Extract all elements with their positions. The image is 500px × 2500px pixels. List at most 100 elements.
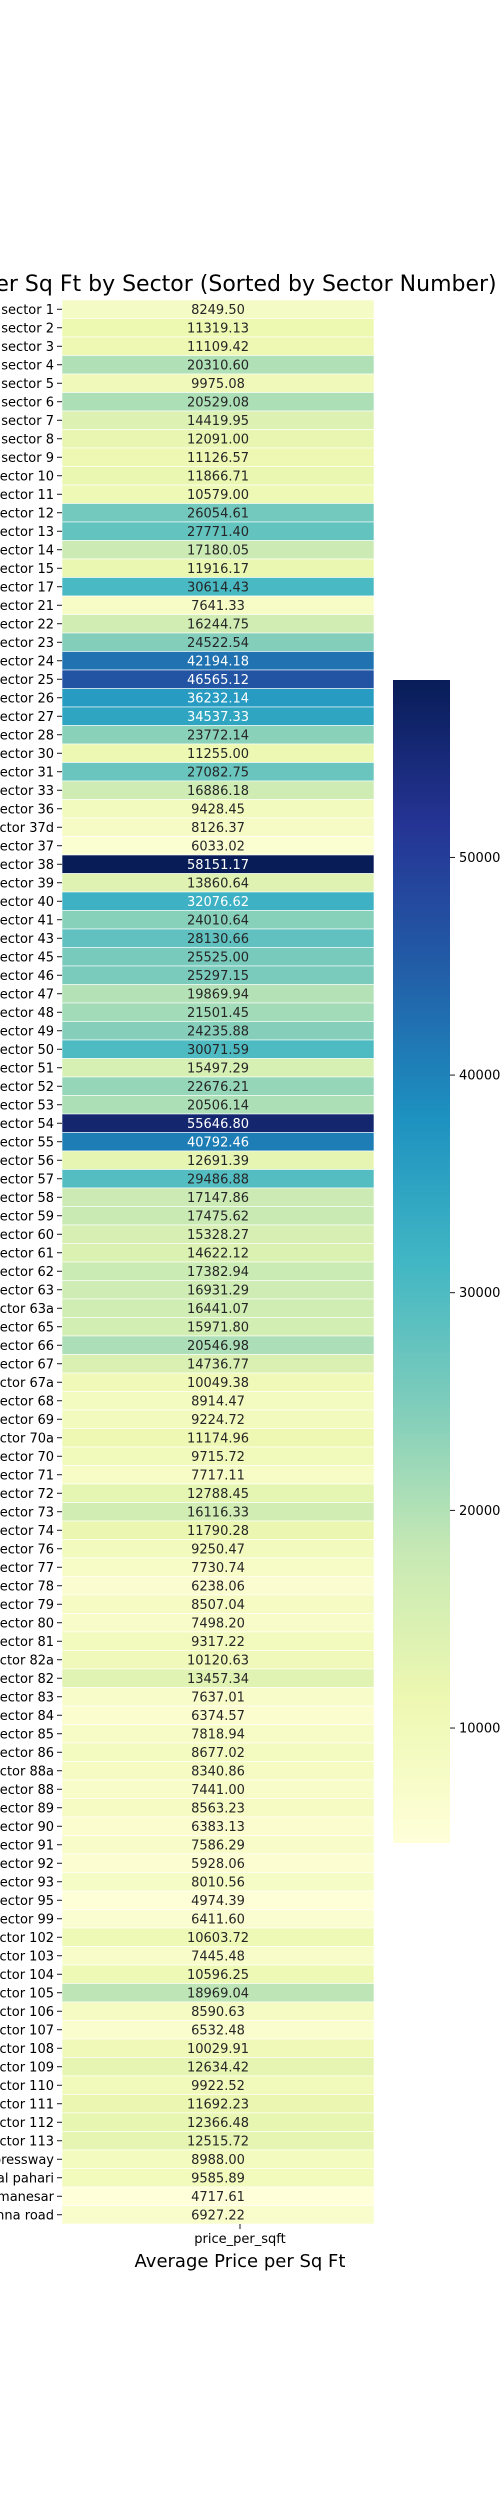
cell-value-label: 8507.04 (191, 1598, 245, 1613)
cell-value-label: 21501.45 (187, 1006, 249, 1021)
cell-value-label: 13457.34 (187, 1672, 249, 1687)
cell-value-label: 11109.42 (187, 340, 249, 355)
cell-value-label: 26054.61 (187, 506, 249, 521)
row-tick-label: sector 43 (0, 932, 54, 947)
cell-value-label: 12788.45 (187, 1487, 249, 1502)
row-tick-label: sector 53 (0, 1098, 54, 1113)
row-tick-label: sector 46 (0, 969, 54, 984)
row-tick-label: sector 88 (0, 1783, 54, 1798)
row-tick-label: sector 74 (0, 1524, 54, 1539)
row-labels: sector 1 sector 2 sector 3 sector 4 sector 5… (0, 303, 62, 2223)
row-tick-label: sector 82a (0, 1653, 54, 1668)
cell-value-label: 10029.91 (187, 2042, 249, 2057)
row-tick-label: sector 47 (0, 987, 54, 1002)
cell-value-label: 22676.21 (187, 1080, 249, 1095)
cell-value-label: 9317.22 (191, 1635, 245, 1650)
row-tick-label: sector 63a (0, 1302, 54, 1317)
cell-value-label: 27082.75 (187, 765, 249, 780)
row-tick-label: sector 2 (1, 321, 54, 336)
cell-value-label: 7637.01 (191, 1690, 245, 1705)
cell-value-label: 6383.13 (191, 1820, 245, 1835)
cell-value-label: 20546.98 (187, 1339, 249, 1354)
row-tick-label: sector 77 (0, 1561, 54, 1576)
row-tick-label: sector 25 (0, 673, 54, 688)
row-tick-label: sector 105 (0, 1986, 54, 2001)
cell-value-label: 30071.59 (187, 1043, 249, 1058)
cell-value-label: 17180.05 (187, 543, 249, 558)
cell-value-label: 58151.17 (187, 858, 249, 873)
row-tick-label: sector 49 (0, 1024, 54, 1039)
row-tick-label: sector 12 (0, 506, 54, 521)
cell-value-label: 12366.48 (187, 2116, 249, 2131)
row-tick-label: sector 78 (0, 1579, 54, 1594)
row-tick-label: sector 61 (0, 1246, 54, 1261)
row-tick-label: sector 52 (0, 1080, 54, 1095)
row-tick-label: sector 92 (0, 1857, 54, 1872)
row-tick-label: sector 40 (0, 895, 54, 910)
row-tick-label: sector 107 (0, 2023, 54, 2038)
cell-value-label: 13860.64 (187, 876, 249, 891)
row-tick-label: sector 4 (1, 358, 54, 373)
row-tick-label: sector 1 (1, 303, 54, 318)
cell-value-label: 24010.64 (187, 913, 249, 928)
column-tick-label: price_per_sqft (194, 2232, 285, 2247)
cell-value-label: 8340.86 (191, 1764, 245, 1779)
row-tick-label: sector 90 (0, 1820, 54, 1835)
cell-value-label: 10120.63 (187, 1653, 249, 1668)
row-tick-label: sector 109 (0, 2060, 54, 2075)
row-tick-label: sector 69 (0, 1413, 54, 1428)
cell-value-label: 7498.20 (191, 1616, 245, 1631)
row-tick-label: sector 24 (0, 654, 54, 669)
cell-value-label: 11916.17 (187, 562, 249, 577)
cell-value-label: 10049.38 (187, 1376, 249, 1391)
cell-value-label: 11319.13 (187, 321, 249, 336)
row-tick-label: sector 84 (0, 1709, 54, 1724)
row-tick-label: sector 37d (0, 821, 54, 836)
row-tick-label: sector 51 (0, 1061, 54, 1076)
cell-value-label: 40792.46 (187, 1135, 249, 1150)
row-tick-label: sector 113 (0, 2134, 54, 2149)
cell-value-label: 24522.54 (187, 636, 249, 651)
cell-value-label: 24235.88 (187, 1024, 249, 1039)
cell-value-label: 12515.72 (187, 2134, 249, 2149)
row-tick-label: sector 33 (0, 784, 54, 799)
cell-value-label: 42194.18 (187, 654, 249, 669)
row-tick-label: sector 63 (0, 1283, 54, 1298)
colorbar-tick-label: 50000 (459, 851, 500, 866)
row-tick-label: sector 95 (0, 1894, 54, 1909)
row-tick-label: sector 54 (0, 1117, 54, 1132)
row-tick-label: sector 5 (1, 377, 54, 392)
cell-value-label: 7730.74 (191, 1561, 245, 1576)
row-tick-label: sector 28 (0, 728, 54, 743)
cell-value-label: 12634.42 (187, 2060, 249, 2075)
cell-value-label: 4974.39 (191, 1894, 245, 1909)
row-tick-label: sector 50 (0, 1043, 54, 1058)
cell-value-label: 8677.02 (191, 1746, 245, 1761)
cell-value-label: 9428.45 (191, 802, 245, 817)
row-tick-label: sector 99 (0, 1912, 54, 1927)
row-tick-label: sector 106 (0, 2005, 54, 2020)
cell-value-label: 27771.40 (187, 525, 249, 540)
row-tick-label: sector 108 (0, 2042, 54, 2057)
cell-value-label: 34537.33 (187, 710, 249, 725)
cell-value-label: 20506.14 (187, 1098, 249, 1113)
cell-value-label: 9585.89 (191, 2171, 245, 2186)
row-tick-label: sector 110 (0, 2079, 54, 2094)
row-tick-label: sector 8 (1, 432, 54, 447)
row-tick-label: sector 13 (0, 525, 54, 540)
cell-value-label: 9224.72 (191, 1413, 245, 1428)
row-tick-label: sector 83 (0, 1690, 54, 1705)
row-tick-label: sector 112 (0, 2116, 54, 2131)
cell-value-label: 9975.08 (191, 377, 245, 392)
row-tick-label: sector 3 (1, 340, 54, 355)
cell-value-label: 36232.14 (187, 691, 249, 706)
row-tick-label: sector 11 (0, 488, 54, 503)
row-tick-label: sector 41 (0, 913, 54, 928)
cell-value-label: 8126.37 (191, 821, 245, 836)
row-tick-label: sector 102 (0, 1931, 54, 1946)
row-tick-label: sector 70 (0, 1450, 54, 1465)
cell-value-label: 5928.06 (191, 1857, 245, 1872)
cell-value-label: 25297.15 (187, 969, 249, 984)
cell-value-label: 11692.23 (187, 2097, 249, 2112)
